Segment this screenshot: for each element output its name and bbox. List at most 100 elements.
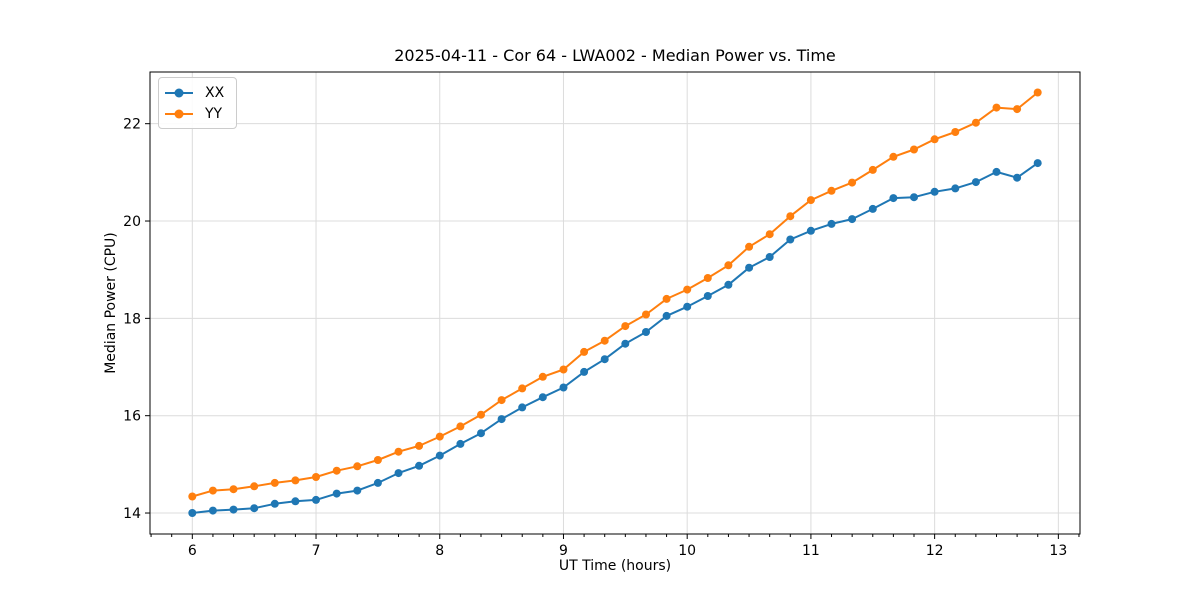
series-xx-marker <box>992 167 1001 176</box>
series-xx-marker <box>848 215 857 224</box>
series-yy-marker <box>621 322 630 331</box>
series-yy-marker <box>538 372 547 381</box>
series-yy-marker <box>312 473 320 481</box>
x-tick-label: 13 <box>1049 543 1067 559</box>
series-xx-marker <box>642 328 650 336</box>
x-axis-label: UT Time (hours) <box>558 558 672 574</box>
series-xx-marker <box>621 339 630 348</box>
y-axis-label: Median Power (CPU) <box>103 232 119 374</box>
series-xx-marker <box>600 355 609 364</box>
series-xx-marker <box>332 489 341 498</box>
x-tick-label: 9 <box>559 543 568 559</box>
series-yy-marker <box>559 365 568 374</box>
series-xx-marker <box>477 429 485 438</box>
series-yy-marker <box>477 410 485 419</box>
series-xx-marker <box>910 193 918 202</box>
series-yy-marker <box>662 294 671 303</box>
series-yy-marker <box>332 466 341 475</box>
plot-spines <box>149 71 1081 535</box>
series-xx-marker <box>1033 159 1042 168</box>
series-yy-marker <box>291 476 300 485</box>
series-xx-marker <box>270 499 279 508</box>
y-tick-label: 22 <box>123 117 141 133</box>
x-tick-label: 11 <box>802 543 820 559</box>
xx-line-marker-sample <box>165 88 193 97</box>
axis-ticks: 6 7 8 9 10 11 12 13 14 16 18 20 22 <box>123 117 1080 559</box>
series-xx-marker <box>868 204 877 213</box>
series-xx-marker <box>518 403 527 412</box>
y-tick-label: 16 <box>123 409 141 425</box>
series-yy-marker <box>724 261 733 270</box>
series-yy-marker <box>435 432 444 441</box>
series-xx-marker <box>394 469 403 478</box>
series-yy-marker <box>971 118 980 127</box>
series-yy-marker <box>518 384 527 393</box>
series-yy-marker <box>1033 88 1042 97</box>
series-yy-marker <box>394 447 403 456</box>
chart-title: 2025-04-11 - Cor 64 - LWA002 - Median Po… <box>394 46 836 65</box>
series-yy-marker <box>868 165 877 174</box>
series-xx-marker <box>580 367 589 376</box>
series-yy-line <box>191 91 1039 498</box>
series-yy-marker <box>456 422 465 431</box>
series-yy-marker <box>683 285 692 294</box>
grid <box>150 72 1080 534</box>
series-yy-marker <box>250 482 259 491</box>
series-xx-marker <box>662 311 671 320</box>
x-tick-label: 6 <box>188 543 197 559</box>
series-xx-marker <box>208 506 217 515</box>
y-tick-label: 14 <box>123 506 141 522</box>
series-xx-marker <box>291 497 300 506</box>
series-xx-marker <box>703 292 712 300</box>
series-xx-marker <box>312 495 320 504</box>
series-xx-marker <box>456 439 465 448</box>
series-yy-marker <box>765 230 774 239</box>
series-yy-marker <box>827 186 836 195</box>
series-yy-marker <box>786 212 795 221</box>
series-yy-marker <box>951 128 960 136</box>
series-yy-marker <box>992 103 1001 112</box>
series-yy-marker <box>642 310 650 319</box>
series-xx-marker <box>353 486 362 495</box>
series-xx-marker <box>827 219 836 228</box>
series-yy-marker <box>910 145 918 154</box>
series-yy-marker <box>373 456 382 464</box>
legend-label-yy: YY <box>205 105 223 122</box>
series-xx-marker <box>559 383 568 392</box>
series-yy-marker <box>580 347 589 356</box>
y-tick-label: 18 <box>123 311 141 327</box>
series-xx-marker <box>806 226 815 235</box>
legend-item-yy: YY <box>165 103 224 124</box>
legend-label-xx: XX <box>205 84 225 101</box>
series-xx-marker <box>786 235 795 244</box>
series-xx-marker <box>1013 173 1022 182</box>
series-xx-marker <box>538 393 547 402</box>
y-tick-label: 20 <box>123 214 141 230</box>
series-xx-marker <box>971 178 980 187</box>
series-yy-marker <box>889 152 898 161</box>
series-xx-marker <box>765 253 774 261</box>
legend-item-xx: XX <box>165 82 224 103</box>
series-xx-line <box>191 162 1039 514</box>
series-xx-marker <box>745 263 754 272</box>
series-xx-marker <box>889 194 898 203</box>
series-yy-marker <box>930 135 939 144</box>
series-yy <box>188 88 1042 501</box>
series-yy-marker <box>188 492 197 501</box>
series-xx-marker <box>951 184 960 193</box>
series-yy-marker <box>229 485 238 494</box>
series-xx-marker <box>373 478 382 487</box>
series-yy-marker <box>806 196 815 205</box>
series-yy-marker <box>848 178 857 187</box>
series-xx <box>188 159 1042 517</box>
series-yy-marker <box>1013 105 1022 114</box>
series-xx-marker <box>930 187 939 196</box>
series-xx-marker <box>724 280 733 289</box>
x-tick-label: 8 <box>435 543 444 559</box>
x-tick-label: 7 <box>312 543 321 559</box>
yy-line-marker-sample <box>165 109 193 118</box>
series-xx-marker <box>683 302 692 311</box>
legend: XX YY <box>158 77 238 129</box>
